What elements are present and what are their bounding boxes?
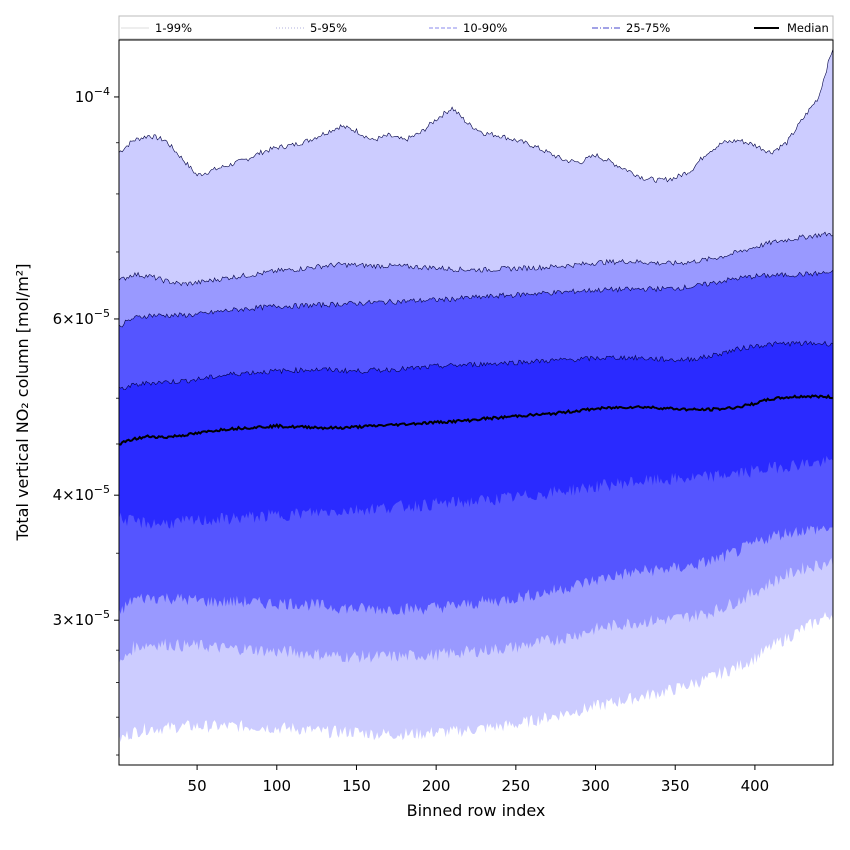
legend-label: 1-99% [155, 21, 192, 35]
legend-label: Median [787, 21, 829, 35]
legend-label: 10-90% [463, 21, 507, 35]
y-tick-label: 3×10−5 [53, 608, 110, 629]
x-tick-label: 400 [741, 777, 770, 795]
x-tick-label: 350 [661, 777, 690, 795]
band-upper-edge-1-99% [119, 48, 833, 184]
band-upper-edge-5-95% [119, 231, 833, 287]
median-layer [119, 394, 833, 446]
legend-box [118, 15, 834, 40]
x-tick-label: 50 [188, 777, 207, 795]
y-axis-title: Total vertical NO₂ column [mol/m²] [13, 264, 32, 542]
y-tick-label: 10−4 [75, 85, 110, 106]
band-edges-layer [119, 48, 833, 391]
band-upper-edge-25-75% [119, 340, 833, 391]
y-axis: 3×10−5 4×10−5 6×10−5 10−4 [53, 85, 119, 756]
band-25-75% [119, 341, 833, 529]
x-tick-label: 100 [262, 777, 291, 795]
legend-label: 25-75% [626, 21, 670, 35]
x-axis-title: Binned row index [407, 801, 546, 820]
x-tick-label: 150 [342, 777, 371, 795]
plot-frame [118, 39, 834, 766]
x-tick-label: 250 [502, 777, 531, 795]
x-axis: 50 100 150 200 250 300 350 400 [188, 765, 770, 795]
y-tick-label: 6×10−5 [53, 307, 110, 328]
x-tick-label: 300 [581, 777, 610, 795]
bands-layer [119, 49, 833, 742]
band-upper-edge-10-90% [119, 269, 833, 328]
legend-label: 5-95% [310, 21, 347, 35]
y-tick-label: 4×10−5 [53, 483, 110, 504]
x-tick-label: 200 [422, 777, 451, 795]
median-line [119, 394, 833, 446]
legend: 1-99% 5-95% 10-90% 25-75% Median [118, 15, 834, 40]
